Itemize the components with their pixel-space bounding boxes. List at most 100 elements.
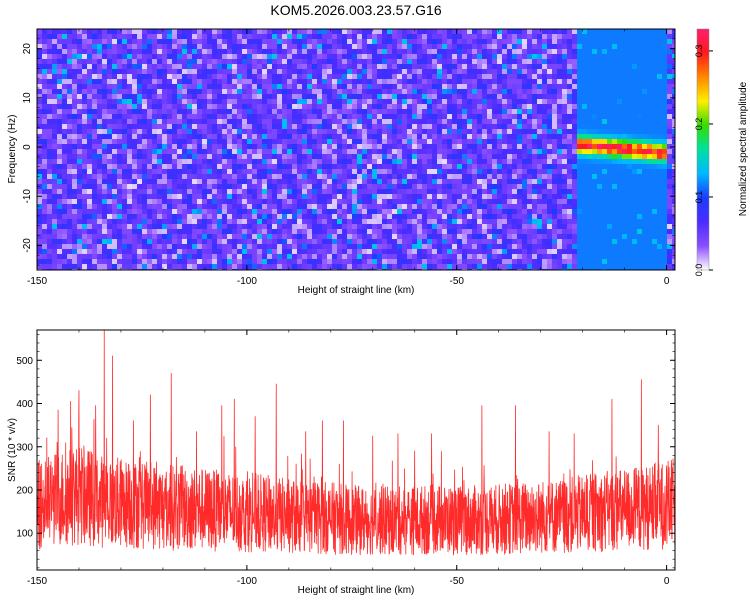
heatmap-cell (387, 139, 393, 145)
heatmap-cell (77, 199, 83, 205)
heatmap-cell (487, 39, 493, 45)
heatmap-cell (47, 44, 53, 50)
heatmap-cell (87, 209, 93, 215)
heatmap-cell (647, 199, 653, 205)
heatmap-cell (87, 219, 93, 225)
heatmap-cell (482, 124, 488, 130)
heatmap-cell (577, 184, 583, 190)
heatmap-cell (262, 34, 268, 40)
heatmap-cell (607, 39, 613, 45)
heatmap-cell (337, 94, 343, 100)
heatmap-cell (562, 44, 568, 50)
heatmap-cell (617, 159, 623, 165)
heatmap-cell (482, 139, 488, 145)
heatmap-cell (512, 139, 518, 145)
heatmap-cell (162, 114, 168, 120)
heatmap-cell (612, 159, 618, 165)
heatmap-cell (182, 149, 188, 155)
heatmap-cell (587, 64, 593, 70)
heatmap-cell (427, 59, 433, 65)
heatmap-cell (72, 84, 78, 90)
heatmap-cell (97, 104, 103, 110)
heatmap-cell (287, 134, 293, 140)
heatmap-cell (452, 174, 458, 180)
heatmap-cell (267, 214, 273, 220)
heatmap-cell (627, 89, 633, 95)
heatmap-cell (482, 194, 488, 200)
heatmap-cell (397, 154, 403, 160)
heatmap-cell (347, 59, 353, 65)
heatmap-cell (362, 74, 368, 80)
heatmap-cell (392, 39, 398, 45)
heatmap-cell (187, 64, 193, 70)
heatmap-cell (607, 54, 613, 60)
heatmap-cell (187, 49, 193, 55)
heatmap-cell (187, 109, 193, 115)
heatmap-cell (162, 79, 168, 85)
heatmap-cell (362, 179, 368, 185)
heatmap-cell (492, 149, 498, 155)
heatmap-cell (252, 154, 258, 160)
heatmap-cell (467, 194, 473, 200)
heatmap-cell (167, 124, 173, 130)
heatmap-cell (147, 74, 153, 80)
heatmap-cell (542, 144, 548, 150)
heatmap-cell (417, 179, 423, 185)
heatmap-cell (272, 84, 278, 90)
heatmap-cell (112, 164, 118, 170)
heatmap-cell (232, 214, 238, 220)
heatmap-cell (332, 139, 338, 145)
heatmap-cell (192, 49, 198, 55)
heatmap-cell (257, 184, 263, 190)
heatmap-cell (547, 219, 553, 225)
heatmap-cell (312, 49, 318, 55)
heatmap-cell (307, 109, 313, 115)
heatmap-cell (597, 124, 603, 130)
heatmap-cell (147, 214, 153, 220)
heatmap-cell (542, 74, 548, 80)
heatmap-cell (307, 79, 313, 85)
heatmap-cell (302, 169, 308, 175)
heatmap-cell (192, 129, 198, 135)
heatmap-cell (112, 44, 118, 50)
heatmap-cell (332, 104, 338, 110)
heatmap-cell (252, 169, 258, 175)
heatmap-cell (117, 144, 123, 150)
heatmap-cell (472, 159, 478, 165)
heatmap-cell (272, 109, 278, 115)
heatmap-cell (387, 49, 393, 55)
heatmap-cell (587, 39, 593, 45)
heatmap-cell (492, 164, 498, 170)
heatmap-cell (542, 139, 548, 145)
heatmap-cell (517, 149, 523, 155)
heatmap-cell (267, 84, 273, 90)
heatmap-cell (462, 64, 468, 70)
heatmap-cell (367, 59, 373, 65)
heatmap-cell (192, 99, 198, 105)
heatmap-cell (467, 64, 473, 70)
heatmap-cell (457, 94, 463, 100)
heatmap-cell (167, 139, 173, 145)
heatmap-cell (672, 124, 675, 130)
heatmap-cell (62, 34, 68, 40)
heatmap-cell (522, 39, 528, 45)
heatmap-cell (282, 74, 288, 80)
heatmap-cell (667, 164, 673, 170)
heatmap-cell (592, 184, 598, 190)
heatmap-cell (72, 49, 78, 55)
heatmap-cell (132, 159, 138, 165)
heatmap-cell (512, 204, 518, 210)
heatmap-cell (237, 64, 243, 70)
heatmap-cell (312, 214, 318, 220)
heatmap-cell (427, 74, 433, 80)
heatmap-cell (532, 104, 538, 110)
heatmap-cell (72, 39, 78, 45)
heatmap-cell (122, 149, 128, 155)
heatmap-cell (587, 159, 593, 165)
heatmap-cell (262, 114, 268, 120)
heatmap-cell (517, 159, 523, 165)
heatmap-cell (197, 29, 203, 35)
heatmap-cell (87, 169, 93, 175)
heatmap-cell (162, 189, 168, 195)
heatmap-cell (157, 149, 163, 155)
